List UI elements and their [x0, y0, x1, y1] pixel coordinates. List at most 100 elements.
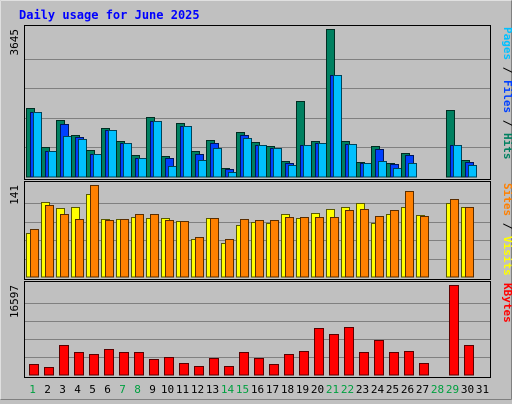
bar-pages-day-29 — [453, 145, 462, 178]
x-tick-label-day-10: 10 — [161, 383, 174, 396]
legend-part: Sites — [501, 183, 512, 216]
right-legend-kbytes: KBytes — [501, 283, 512, 323]
legend-part: Files — [501, 80, 512, 113]
bar-kbytes-day-26 — [404, 351, 414, 376]
x-tick-label-day-8: 8 — [134, 383, 141, 396]
bar-kbytes-day-5 — [89, 354, 99, 376]
x-tick-label-day-23: 23 — [356, 383, 369, 396]
right-legend-visits-sites: Sites / Visits — [501, 183, 512, 276]
bar-kbytes-day-20 — [314, 328, 324, 376]
x-tick-label-day-1: 1 — [29, 383, 36, 396]
x-tick-label-day-11: 11 — [176, 383, 189, 396]
bar-pages-day-17 — [273, 148, 282, 178]
bar-pages-day-25 — [393, 168, 402, 178]
bar-sites-day-10 — [165, 220, 174, 278]
bar-pages-day-21 — [333, 75, 342, 178]
bar-sites-day-23 — [360, 209, 369, 278]
x-tick-label-day-17: 17 — [266, 383, 279, 396]
bar-kbytes-day-1 — [29, 364, 39, 376]
bar-pages-day-9 — [153, 121, 162, 178]
bar-kbytes-day-4 — [74, 352, 84, 376]
x-tick-label-day-27: 27 — [416, 383, 429, 396]
bar-pages-day-8 — [138, 158, 147, 178]
right-legend-hits-files-pages: Pages / Files / Hits — [501, 27, 512, 160]
bar-sites-day-22 — [345, 210, 354, 278]
x-tick-label-day-4: 4 — [74, 383, 81, 396]
bar-pages-day-4 — [78, 139, 87, 178]
legend-part: KBytes — [501, 283, 512, 323]
bar-kbytes-day-22 — [344, 327, 354, 376]
legend-part: / — [501, 60, 512, 80]
x-tick-label-day-28: 28 — [431, 383, 444, 396]
bar-kbytes-day-24 — [374, 340, 384, 376]
bar-kbytes-day-27 — [419, 363, 429, 376]
bar-sites-day-26 — [405, 191, 414, 278]
bar-sites-day-7 — [120, 219, 129, 278]
panel-visits-sites: 141 Sites / Visits — [8, 181, 512, 280]
legend-part: Pages — [501, 27, 512, 60]
bar-pages-day-26 — [408, 163, 417, 178]
legend-part: / — [501, 113, 512, 133]
bar-pages-day-24 — [378, 161, 387, 178]
bar-pages-day-5 — [93, 154, 102, 178]
x-tick-label-day-2: 2 — [44, 383, 51, 396]
x-tick-label-day-26: 26 — [401, 383, 414, 396]
legend-part: Visits — [501, 236, 512, 276]
bar-pages-day-18 — [288, 165, 297, 178]
bar-sites-day-24 — [375, 216, 384, 278]
bar-sites-day-5 — [90, 185, 99, 278]
bar-kbytes-day-8 — [134, 352, 144, 376]
bar-sites-day-18 — [285, 217, 294, 278]
bar-sites-day-27 — [420, 216, 429, 278]
bar-pages-day-15 — [243, 138, 252, 178]
bar-sites-day-8 — [135, 214, 144, 278]
x-tick-label-day-29: 29 — [446, 383, 459, 396]
bar-pages-day-22 — [348, 144, 357, 178]
bar-pages-day-11 — [183, 126, 192, 178]
bar-kbytes-day-13 — [209, 358, 219, 376]
bar-kbytes-day-11 — [179, 363, 189, 376]
panel-hits-files-pages: 3645 Pages / Files / Hits — [8, 25, 512, 180]
bar-pages-day-19 — [303, 145, 312, 178]
x-tick-labels: 1 2 3 4 5 6 7 8 9 10 11 12 13 14 15 16 17 18 19 20 21 22 23 24 2… — [29, 383, 489, 396]
bar-pages-day-3 — [63, 136, 72, 178]
bar-kbytes-day-19 — [299, 351, 309, 376]
x-tick-label-day-22: 22 — [341, 383, 354, 396]
bar-pages-day-2 — [48, 151, 57, 178]
chart-title: Daily usage for June 2025 — [19, 8, 200, 22]
bar-kbytes-day-23 — [359, 352, 369, 376]
x-tick-label-day-9: 9 — [149, 383, 156, 396]
bar-sites-day-17 — [270, 220, 279, 278]
x-tick-label-day-30: 30 — [461, 383, 474, 396]
x-tick-label-day-3: 3 — [59, 383, 66, 396]
bar-pages-day-7 — [123, 143, 132, 178]
y-max-label-visits-sites: 141 — [8, 185, 21, 205]
bar-kbytes-day-21 — [329, 334, 339, 376]
x-tick-label-day-25: 25 — [386, 383, 399, 396]
bar-pages-day-30 — [468, 165, 477, 178]
bar-sites-day-14 — [225, 239, 234, 278]
bar-kbytes-day-29 — [449, 285, 459, 376]
bar-kbytes-day-15 — [239, 352, 249, 376]
legend-part: Hits — [501, 133, 512, 160]
panel-kbytes: 16597 KBytes — [8, 281, 512, 378]
x-tick-label-day-12: 12 — [191, 383, 204, 396]
bar-sites-day-19 — [300, 217, 309, 278]
bar-kbytes-day-12 — [194, 366, 204, 376]
bar-pages-day-14 — [228, 172, 237, 178]
bar-kbytes-day-3 — [59, 345, 69, 376]
x-tick-label-day-24: 24 — [371, 383, 385, 396]
bar-kbytes-day-10 — [164, 357, 174, 376]
bar-kbytes-day-30 — [464, 345, 474, 376]
bar-sites-day-20 — [315, 217, 324, 278]
bar-kbytes-day-6 — [104, 349, 114, 376]
bar-kbytes-day-25 — [389, 352, 399, 376]
x-tick-label-day-7: 7 — [119, 383, 126, 396]
x-tick-label-day-6: 6 — [104, 383, 111, 396]
bar-kbytes-day-16 — [254, 358, 264, 376]
bar-sites-day-29 — [450, 199, 459, 278]
x-tick-label-day-18: 18 — [281, 383, 294, 396]
bar-pages-day-20 — [318, 143, 327, 178]
